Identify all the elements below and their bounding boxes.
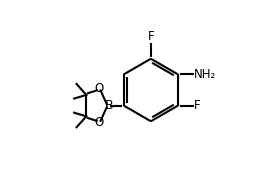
Text: F: F [194, 99, 201, 112]
Text: F: F [148, 30, 154, 43]
Text: O: O [94, 82, 103, 95]
Text: B: B [104, 99, 113, 112]
Text: NH₂: NH₂ [194, 68, 216, 81]
Text: O: O [94, 116, 103, 129]
